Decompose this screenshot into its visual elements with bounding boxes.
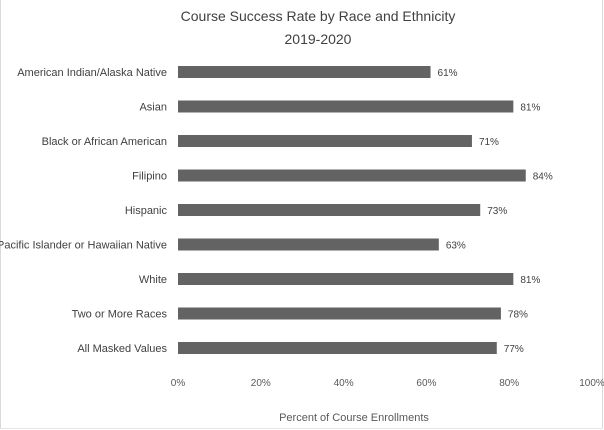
data-label: 63% xyxy=(446,241,466,252)
data-label: 77% xyxy=(504,344,524,355)
x-tick-label: 20% xyxy=(251,378,271,389)
category-label: Filipino xyxy=(132,171,167,183)
data-label: 84% xyxy=(533,172,553,183)
data-label: 78% xyxy=(508,310,528,321)
x-tick-label: 0% xyxy=(171,378,186,389)
category-label: American Indian/Alaska Native xyxy=(17,67,167,79)
x-tick-label: 100% xyxy=(579,378,604,389)
bar xyxy=(178,204,481,216)
chart-title: Course Success Rate by Race and Ethnicit… xyxy=(181,8,456,24)
category-label: Black or African American xyxy=(42,136,167,148)
bar xyxy=(178,238,439,251)
data-label: 71% xyxy=(479,137,499,148)
bar xyxy=(178,169,526,182)
bar xyxy=(178,66,431,78)
x-axis-ticks: 0% 20% 40% 60% 80% 100% xyxy=(171,378,604,389)
data-label: 81% xyxy=(520,103,540,114)
x-tick-label: 40% xyxy=(334,378,354,389)
chart-subtitle: 2019-2020 xyxy=(285,31,352,47)
value-labels: 61% 81% 71% 84% 73% 63% 81% 78% 77% xyxy=(438,68,553,355)
category-label: Pacific Islander or Hawaiian Native xyxy=(0,240,167,252)
category-label: Two or More Races xyxy=(72,309,168,321)
bar xyxy=(178,307,501,320)
bar xyxy=(178,135,472,147)
category-labels: American Indian/Alaska Native Asian Black … xyxy=(0,67,167,355)
data-label: 73% xyxy=(487,206,507,217)
bars-layer xyxy=(178,66,526,354)
bar xyxy=(178,273,514,285)
x-tick-label: 80% xyxy=(499,378,519,389)
category-label: Asian xyxy=(139,102,167,114)
category-label: All Masked Values xyxy=(77,343,167,355)
category-label: White xyxy=(139,274,167,286)
x-axis-title: Percent of Course Enrollments xyxy=(279,412,429,424)
bar xyxy=(178,342,497,354)
data-label: 81% xyxy=(520,275,540,286)
bar xyxy=(178,100,514,113)
x-tick-label: 60% xyxy=(416,378,436,389)
data-label: 61% xyxy=(438,68,458,79)
category-label: Hispanic xyxy=(125,205,168,217)
